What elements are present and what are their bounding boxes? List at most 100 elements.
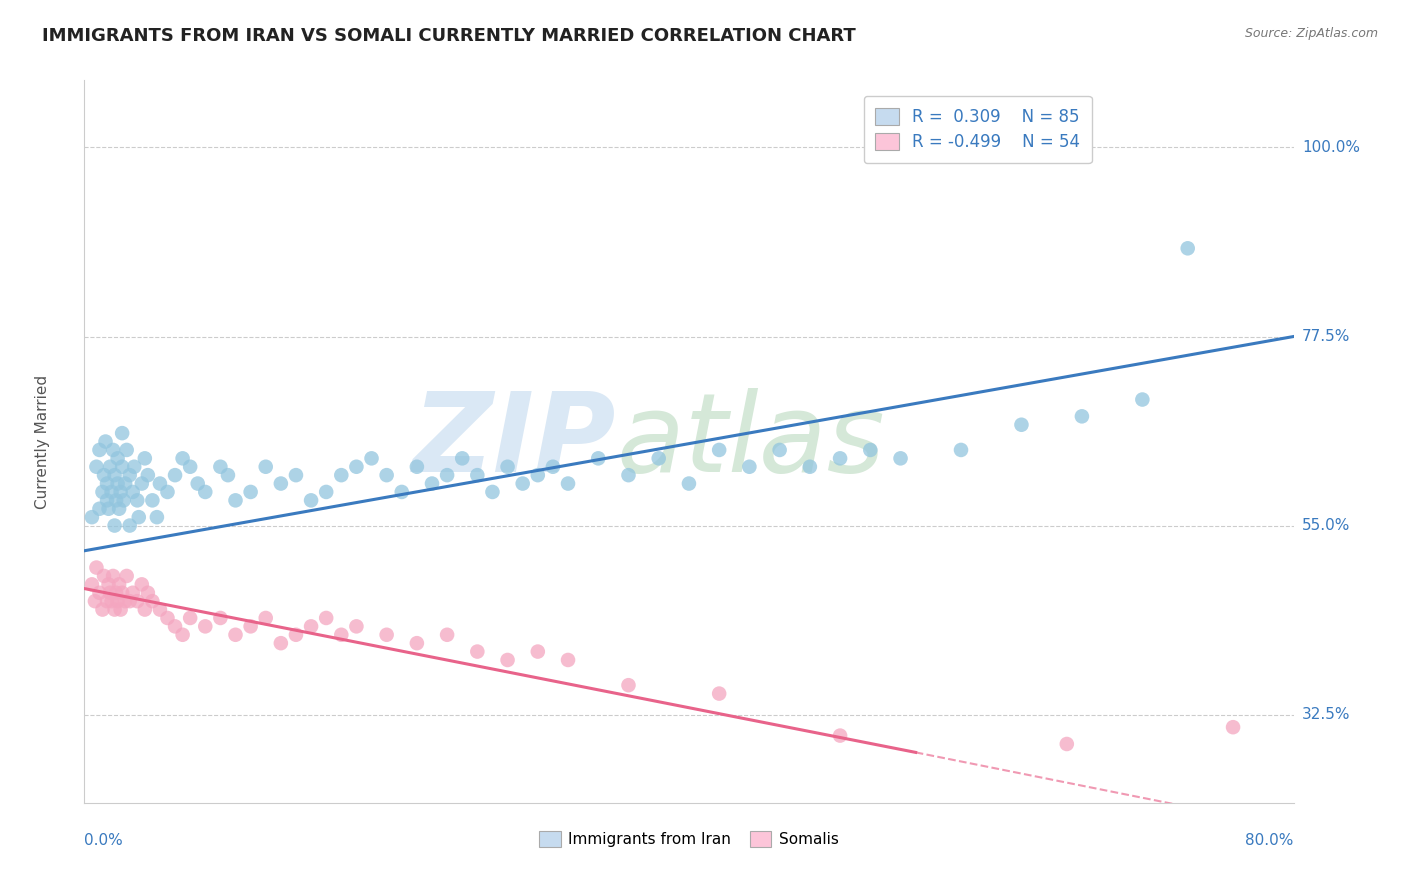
- Point: [111, 586, 134, 600]
- Point: [122, 459, 145, 474]
- Point: [1313, 182, 1336, 196]
- Point: [107, 451, 129, 466]
- Point: [299, 619, 322, 633]
- Point: [709, 687, 731, 701]
- Point: [467, 468, 489, 483]
- Point: [709, 442, 731, 457]
- Point: [80, 577, 103, 591]
- Point: [89, 586, 111, 600]
- Point: [156, 611, 179, 625]
- Point: [285, 468, 308, 483]
- Point: [118, 518, 141, 533]
- Point: [890, 451, 912, 466]
- Point: [105, 493, 128, 508]
- Point: [111, 459, 134, 474]
- Point: [481, 485, 503, 500]
- Point: [93, 468, 115, 483]
- Point: [512, 476, 534, 491]
- Point: [467, 644, 489, 658]
- Point: [112, 493, 135, 508]
- Point: [165, 619, 187, 633]
- Point: [1222, 720, 1244, 734]
- Point: [115, 442, 138, 457]
- Point: [131, 577, 153, 591]
- Point: [194, 619, 217, 633]
- Point: [254, 459, 277, 474]
- Point: [127, 594, 149, 608]
- Point: [859, 442, 882, 457]
- Point: [104, 602, 127, 616]
- Point: [104, 468, 127, 483]
- Point: [114, 594, 136, 608]
- Point: [420, 476, 443, 491]
- Point: [315, 485, 337, 500]
- Point: [89, 501, 111, 516]
- Point: [557, 476, 579, 491]
- Point: [114, 476, 136, 491]
- Point: [91, 485, 114, 500]
- Point: [107, 476, 129, 491]
- Point: [127, 493, 149, 508]
- Point: [239, 485, 262, 500]
- Point: [107, 594, 129, 608]
- Point: [299, 493, 322, 508]
- Point: [96, 493, 118, 508]
- Point: [209, 611, 232, 625]
- Point: [541, 459, 564, 474]
- Point: [209, 459, 232, 474]
- Point: [165, 468, 187, 483]
- Point: [118, 468, 141, 483]
- Text: 0.0%: 0.0%: [84, 833, 124, 848]
- Point: [118, 594, 141, 608]
- Point: [496, 653, 519, 667]
- Text: 32.5%: 32.5%: [1302, 707, 1350, 723]
- Point: [101, 442, 124, 457]
- Point: [104, 518, 127, 533]
- Point: [115, 569, 138, 583]
- Point: [769, 442, 792, 457]
- Point: [346, 619, 368, 633]
- Point: [187, 476, 209, 491]
- Point: [134, 602, 156, 616]
- Point: [131, 476, 153, 491]
- Point: [217, 468, 239, 483]
- Text: 55.0%: 55.0%: [1302, 518, 1350, 533]
- Point: [94, 434, 117, 449]
- Point: [136, 586, 159, 600]
- Point: [496, 459, 519, 474]
- Point: [254, 611, 277, 625]
- Point: [285, 628, 308, 642]
- Point: [121, 485, 143, 500]
- Point: [617, 678, 640, 692]
- Point: [100, 594, 122, 608]
- Point: [830, 729, 852, 743]
- Text: atlas: atlas: [616, 388, 884, 495]
- Point: [134, 451, 156, 466]
- Point: [80, 510, 103, 524]
- Point: [830, 451, 852, 466]
- Point: [950, 442, 973, 457]
- Point: [89, 442, 111, 457]
- Point: [451, 451, 474, 466]
- Point: [101, 569, 124, 583]
- Point: [527, 468, 550, 483]
- Point: [738, 459, 761, 474]
- Point: [406, 636, 429, 650]
- Point: [194, 485, 217, 500]
- Point: [141, 493, 163, 508]
- Point: [527, 644, 550, 658]
- Point: [110, 485, 132, 500]
- Point: [225, 493, 247, 508]
- Text: ZIP: ZIP: [413, 388, 616, 495]
- Point: [557, 653, 579, 667]
- Point: [146, 510, 169, 524]
- Text: 100.0%: 100.0%: [1302, 140, 1360, 155]
- Point: [100, 485, 122, 500]
- Point: [97, 501, 120, 516]
- Point: [436, 628, 458, 642]
- Point: [149, 476, 172, 491]
- Point: [156, 485, 179, 500]
- Point: [270, 476, 292, 491]
- Text: IMMIGRANTS FROM IRAN VS SOMALI CURRENTLY MARRIED CORRELATION CHART: IMMIGRANTS FROM IRAN VS SOMALI CURRENTLY…: [42, 27, 856, 45]
- Point: [1056, 737, 1078, 751]
